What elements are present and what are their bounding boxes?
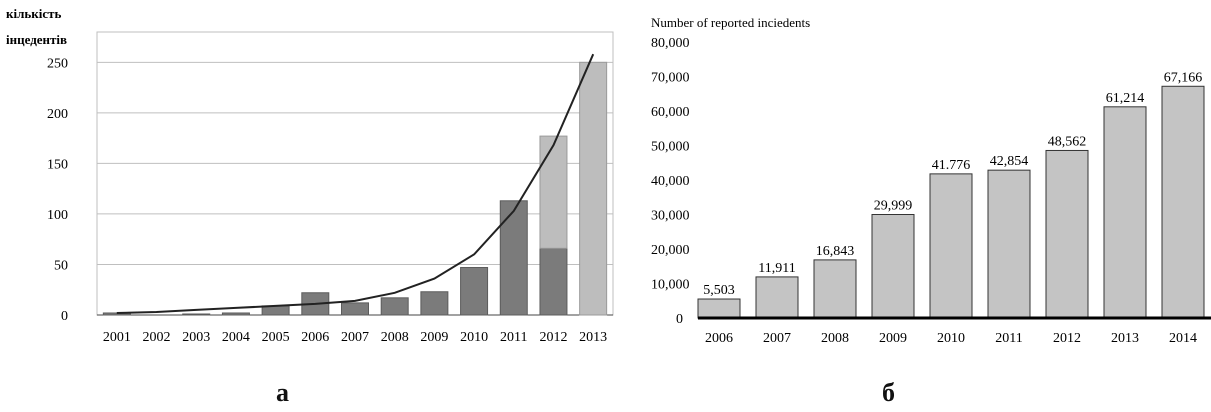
data-label: 29,999 [874,199,913,214]
x-tick-label: 2007 [341,330,369,345]
data-label: 41.776 [932,158,971,173]
x-tick-label: 2005 [262,330,290,345]
x-tick-label: 2003 [182,330,210,345]
x-tick-label: 2009 [420,330,448,345]
x-tick-label: 2001 [103,330,131,345]
trend-line [116,53,595,314]
bar [1045,149,1089,319]
y-tick-label: 30,000 [651,209,690,224]
y-axis-label-line1: кількість [6,6,62,21]
x-tick-label: 2008 [821,331,849,346]
y-tick-label: 50 [54,258,68,273]
y-tick-label: 0 [61,309,68,324]
bar [755,276,799,319]
x-tick-label: 2004 [222,330,250,345]
x-tick-label: 2002 [143,330,171,345]
y-tick-label: 150 [47,157,68,172]
bar [460,266,489,316]
x-tick-label: 2006 [301,330,329,345]
y-tick-label: 40,000 [651,174,690,189]
x-tick-label: 2012 [1053,331,1081,346]
x-tick-label: 2008 [381,330,409,345]
bar [697,298,741,319]
y-tick-label: 70,000 [651,71,690,86]
y-tick-label: 50,000 [651,140,690,155]
bar [182,313,211,316]
x-tick-label: 2014 [1169,331,1197,346]
y-tick-label: 20,000 [651,243,690,258]
data-label: 11,911 [758,261,795,276]
bar [1161,85,1205,319]
bar [813,259,857,319]
y-tick-label: 200 [47,107,68,122]
x-tick-label: 2013 [1111,331,1139,346]
data-label: 5,503 [703,283,735,298]
bar [420,291,449,316]
bar [929,173,973,319]
x-tick-label: 2006 [705,331,733,346]
x-tick-label: 2013 [579,330,607,345]
y-tick-label: 100 [47,208,68,223]
y-tick-label: 250 [47,56,68,71]
x-tick-label: 2007 [763,331,791,346]
chart-title: Number of reported inciedents [651,15,810,30]
x-tick-label: 2012 [539,330,567,345]
x-tick-label: 2010 [460,330,488,345]
x-tick-label: 2010 [937,331,965,346]
bar [579,61,608,316]
x-tick-label: 2011 [500,330,527,345]
bar [499,200,528,316]
data-label: 16,843 [816,244,855,259]
bar [1103,106,1147,319]
x-tick-label: 2009 [879,331,907,346]
panel-label-b: б [882,378,895,407]
data-label: 61,214 [1106,91,1145,106]
data-label: 42,854 [990,154,1029,169]
bar [341,302,369,316]
bar [221,312,250,316]
bar [539,135,568,249]
data-label: 48,562 [1048,134,1087,149]
data-label: 67,166 [1164,70,1203,85]
chart-a: 0 50 100 150 200 250 кількість інцедентів 2001 20… [6,6,614,345]
panel-label-a: а [276,378,289,407]
y-tick-label: 10,000 [651,278,690,293]
bar [539,247,568,316]
x-tick-label: 2011 [995,331,1022,346]
chart-b: Number of reported inciedents 0 10,000 20,0… [651,15,1211,346]
bar [871,214,915,319]
bar [380,297,409,316]
bar [987,169,1031,319]
y-tick-label: 60,000 [651,105,690,120]
y-axis-label-line2: інцедентів [6,32,67,47]
y-tick-label: 0 [676,312,683,327]
y-tick-label: 80,000 [651,36,690,51]
